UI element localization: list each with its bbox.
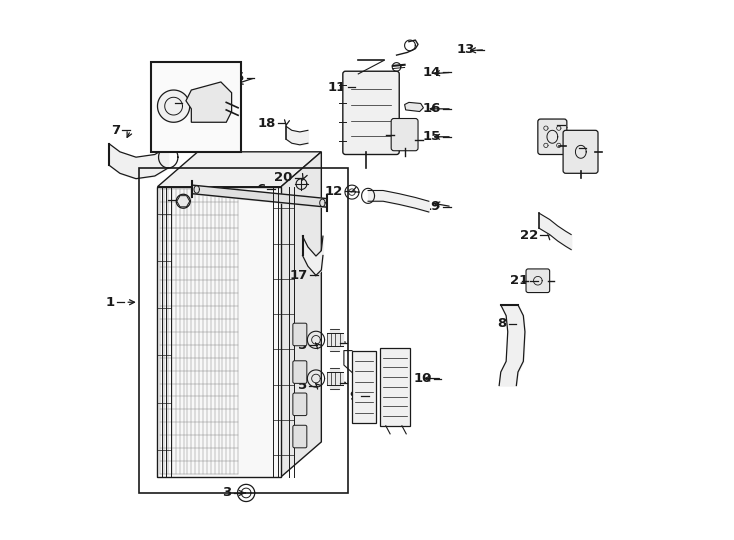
Polygon shape [281,152,321,477]
Text: 24: 24 [537,118,555,131]
Polygon shape [177,195,189,207]
Text: 7: 7 [111,124,120,137]
Text: 18: 18 [258,117,276,130]
Text: 23: 23 [558,141,576,154]
Text: 15: 15 [423,130,441,143]
FancyBboxPatch shape [526,269,550,293]
FancyBboxPatch shape [343,71,399,154]
FancyBboxPatch shape [538,119,567,154]
Text: 20: 20 [275,171,293,184]
Polygon shape [404,103,424,112]
Text: 11: 11 [327,81,346,94]
Text: 3: 3 [222,487,232,500]
Polygon shape [186,82,232,122]
Polygon shape [158,90,189,122]
Text: 5: 5 [298,339,307,352]
Text: 8: 8 [498,317,506,330]
FancyBboxPatch shape [391,118,418,151]
Text: 14: 14 [423,66,441,79]
FancyBboxPatch shape [293,323,307,346]
Bar [352,350,376,423]
Text: 17: 17 [290,269,308,282]
Text: 19: 19 [423,200,441,213]
FancyBboxPatch shape [293,393,307,416]
FancyBboxPatch shape [563,130,598,173]
FancyBboxPatch shape [293,426,307,448]
Text: 9: 9 [350,390,359,403]
FancyBboxPatch shape [293,361,307,383]
Text: 5: 5 [298,379,307,392]
Text: 21: 21 [510,274,528,287]
Bar [139,168,348,493]
Text: 25: 25 [226,71,244,84]
Text: 4: 4 [328,336,338,349]
Text: 4: 4 [328,376,338,389]
Polygon shape [158,187,281,477]
Text: 1: 1 [106,296,115,309]
Text: 2: 2 [156,194,166,207]
Text: 13: 13 [456,43,474,56]
Text: 26: 26 [154,97,172,110]
Bar [151,62,241,152]
Text: 22: 22 [520,228,538,241]
Text: 10: 10 [413,372,432,385]
Polygon shape [158,152,321,187]
Text: 6: 6 [255,183,265,196]
Text: 16: 16 [423,103,441,116]
Bar [380,348,410,426]
Text: 12: 12 [324,185,343,198]
